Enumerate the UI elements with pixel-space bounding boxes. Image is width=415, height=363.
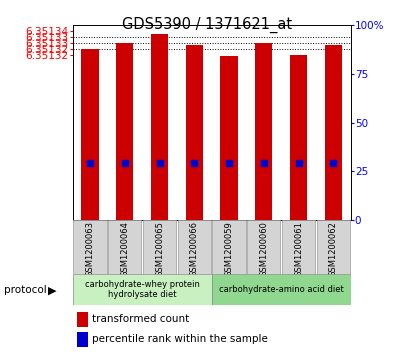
Point xyxy=(226,160,232,166)
Text: GSM1200064: GSM1200064 xyxy=(120,221,129,277)
Text: GSM1200061: GSM1200061 xyxy=(294,221,303,277)
Bar xyxy=(325,45,342,220)
Text: GSM1200062: GSM1200062 xyxy=(329,221,338,277)
FancyBboxPatch shape xyxy=(247,220,281,274)
Bar xyxy=(255,43,273,220)
Bar xyxy=(290,55,307,220)
Point xyxy=(261,160,267,166)
Bar xyxy=(220,56,238,220)
FancyBboxPatch shape xyxy=(282,220,315,274)
Point xyxy=(295,160,302,166)
FancyBboxPatch shape xyxy=(108,220,142,274)
Point xyxy=(330,160,337,166)
Point xyxy=(122,160,128,166)
Text: GDS5390 / 1371621_at: GDS5390 / 1371621_at xyxy=(122,16,293,33)
FancyBboxPatch shape xyxy=(73,274,212,305)
FancyBboxPatch shape xyxy=(178,220,211,274)
Text: GSM1200059: GSM1200059 xyxy=(225,221,234,277)
Bar xyxy=(186,45,203,220)
FancyBboxPatch shape xyxy=(212,220,246,274)
FancyBboxPatch shape xyxy=(143,220,176,274)
Text: carbohydrate-amino acid diet: carbohydrate-amino acid diet xyxy=(219,285,344,294)
Text: ▶: ▶ xyxy=(48,285,56,295)
Text: transformed count: transformed count xyxy=(92,314,189,325)
Bar xyxy=(116,43,134,220)
Text: GSM1200060: GSM1200060 xyxy=(259,221,268,277)
Bar xyxy=(151,34,168,220)
Text: GSM1200065: GSM1200065 xyxy=(155,221,164,277)
Text: GSM1200063: GSM1200063 xyxy=(85,221,95,277)
FancyBboxPatch shape xyxy=(317,220,350,274)
FancyBboxPatch shape xyxy=(73,220,107,274)
Point xyxy=(191,160,198,166)
Point xyxy=(156,160,163,166)
Bar xyxy=(81,49,99,220)
Text: GSM1200066: GSM1200066 xyxy=(190,221,199,277)
Text: carbohydrate-whey protein
hydrolysate diet: carbohydrate-whey protein hydrolysate di… xyxy=(85,280,200,299)
Text: protocol: protocol xyxy=(4,285,47,295)
Text: percentile rank within the sample: percentile rank within the sample xyxy=(92,334,268,344)
FancyBboxPatch shape xyxy=(212,274,351,305)
Point xyxy=(87,160,93,166)
